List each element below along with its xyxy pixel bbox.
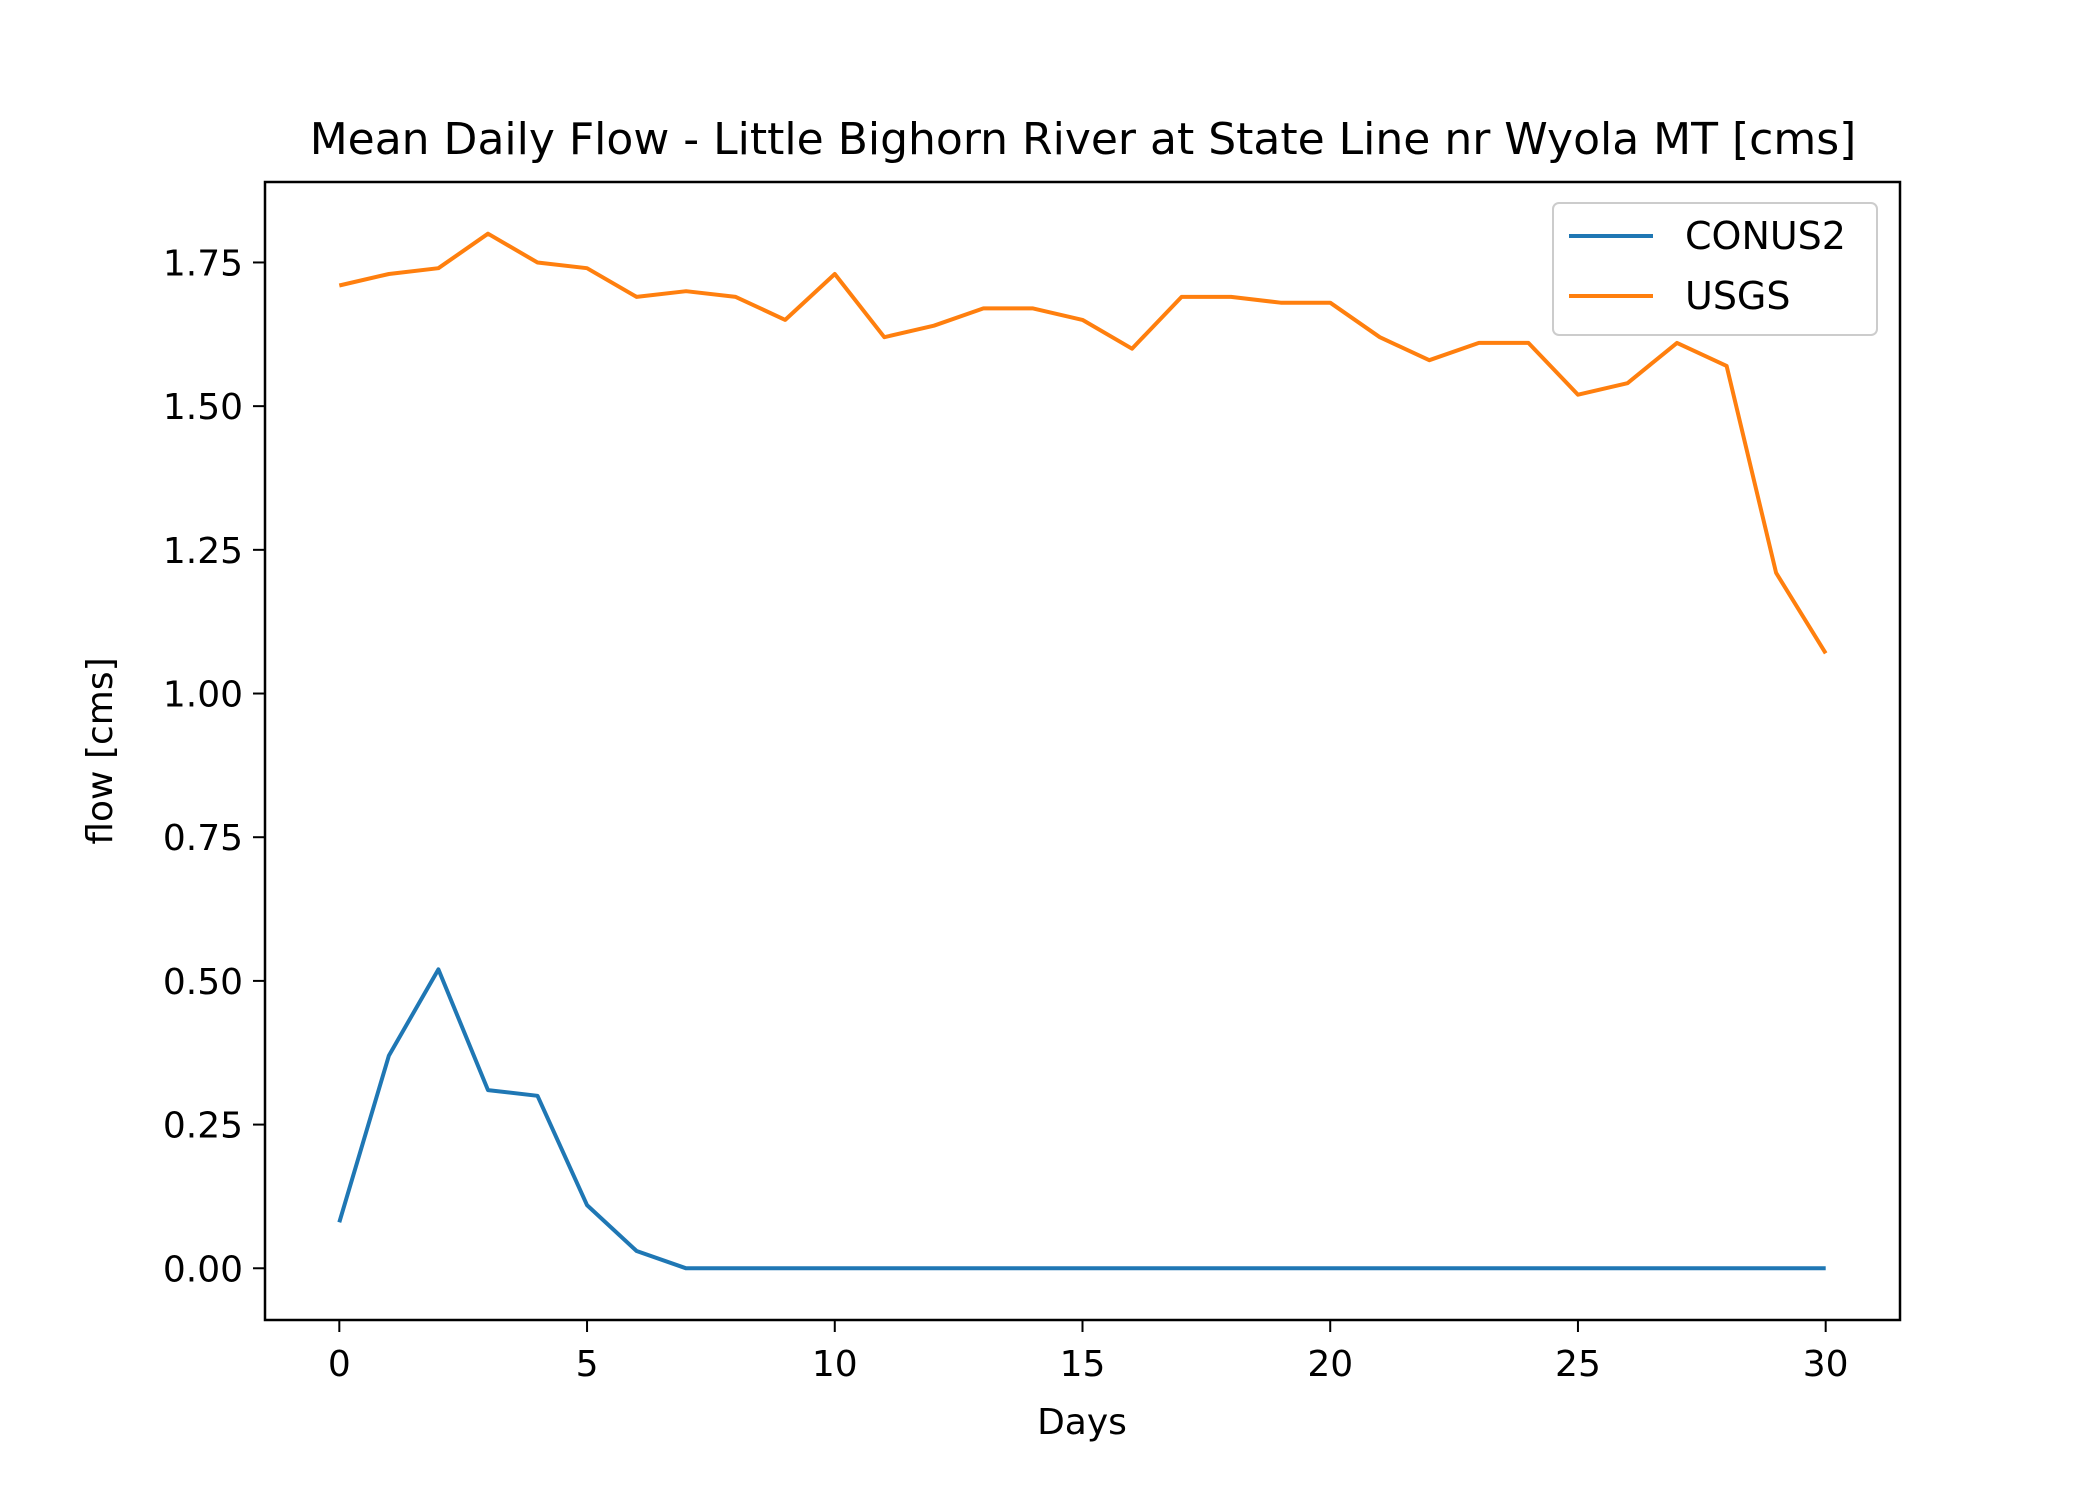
axis-ticks: 0 5 10 15 20 25 30 0.00 0.25 0.50 0.75 1.00 1.25 1.50… [163, 243, 1849, 1385]
x-tick-label: 30 [1803, 1344, 1849, 1385]
x-tick-label: 25 [1555, 1344, 1601, 1385]
y-tick-label: 0.75 [163, 818, 243, 859]
y-tick-label: 0.50 [163, 962, 243, 1003]
y-tick-label: 1.50 [163, 387, 243, 428]
y-tick-label: 1.00 [163, 675, 243, 716]
x-axis-label: Days [1037, 1402, 1127, 1443]
legend-label-conus2: CONUS2 [1685, 214, 1846, 258]
x-tick-label: 0 [328, 1344, 351, 1385]
x-tick-label: 10 [812, 1344, 858, 1385]
legend: CONUS2 USGS [1552, 202, 1878, 336]
y-tick-label: 0.00 [163, 1249, 243, 1290]
series-line-usgs [338, 231, 1828, 655]
x-tick-label: 20 [1307, 1344, 1353, 1385]
series-lines [337, 231, 1828, 1271]
series-line-conus2 [337, 967, 1826, 1271]
x-tick-label: 15 [1060, 1344, 1106, 1385]
x-tick-label: 5 [576, 1344, 599, 1385]
plot-frame [263, 180, 1902, 1322]
y-axis-label: flow [cms] [80, 657, 121, 844]
y-tick-label: 1.25 [163, 531, 243, 572]
y-tick-label: 1.75 [163, 243, 243, 284]
y-tick-label: 0.25 [163, 1106, 243, 1147]
legend-label-usgs: USGS [1685, 274, 1791, 318]
chart-title: Mean Daily Flow - Little Bighorn River a… [310, 114, 1857, 165]
